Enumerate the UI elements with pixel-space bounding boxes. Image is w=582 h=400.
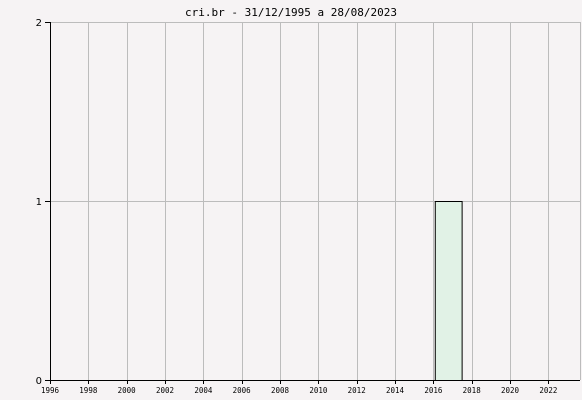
x-tick-label-2016: 2016 [424, 386, 443, 395]
x-tick-label-1998: 1998 [79, 386, 98, 395]
y-tick-label-0: 0 [36, 376, 42, 387]
x-tick-label-1996: 1996 [41, 386, 60, 395]
area-fill-0 [435, 201, 463, 380]
x-tick-label-2018: 2018 [463, 386, 482, 395]
x-tick-label-2006: 2006 [233, 386, 252, 395]
x-tick-label-2002: 2002 [156, 386, 174, 395]
x-tick-label-2020: 2020 [501, 386, 520, 395]
tick-labels: 0 1 2 1996 1998 2000 2002 2004 2006 2008 2010 2012 2… [36, 18, 558, 395]
y-tick-label-1: 1 [36, 197, 42, 208]
area-fill [435, 201, 463, 380]
x-tick-label-2014: 2014 [386, 386, 405, 395]
series-line [49, 201, 581, 381]
chart-title: cri.br - 31/12/1995 a 28/08/2023 [185, 6, 397, 19]
y-tick-label-2: 2 [36, 18, 42, 29]
x-tick-label-2010: 2010 [309, 386, 328, 395]
series-line-0 [50, 201, 580, 381]
x-tick-label-2008: 2008 [271, 386, 290, 395]
axes [45, 22, 580, 384]
x-tick-label-2022: 2022 [539, 386, 557, 395]
x-tick-label-2000: 2000 [118, 386, 137, 395]
grid [50, 22, 581, 380]
x-tick-label-2004: 2004 [194, 386, 213, 395]
x-tick-label-2012: 2012 [348, 386, 366, 395]
